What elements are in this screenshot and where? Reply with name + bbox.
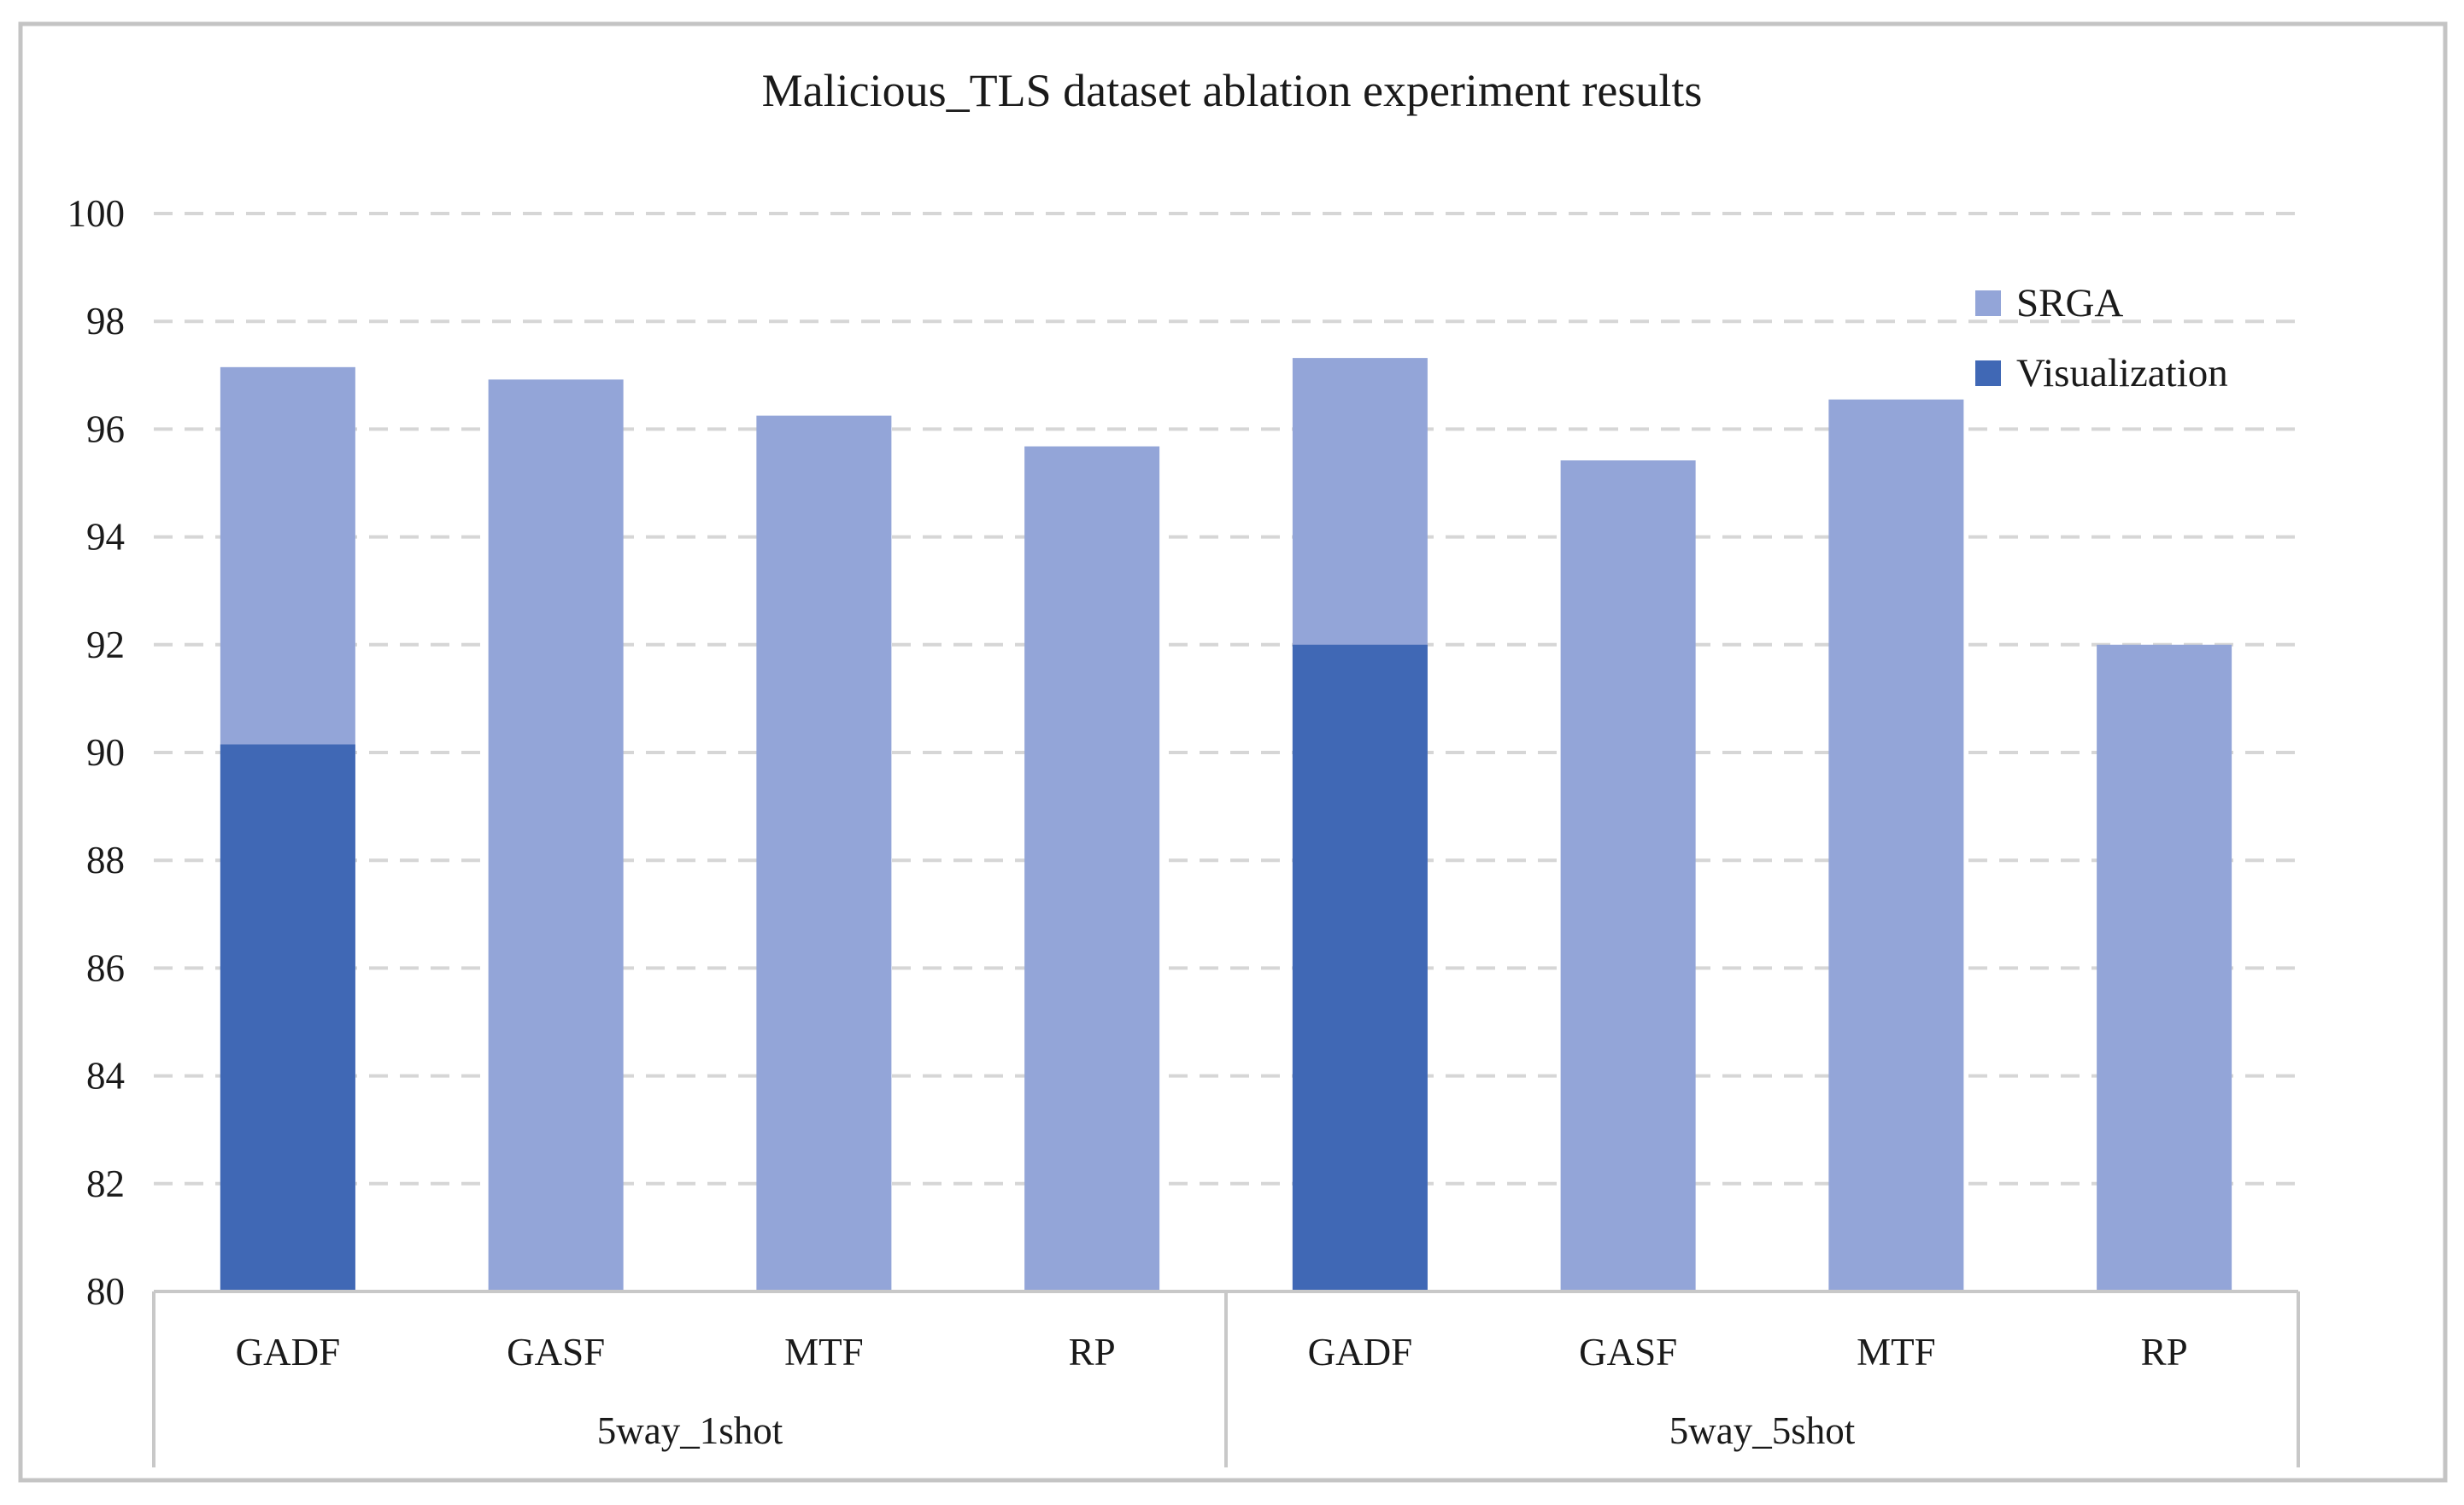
y-tick-label: 92 (86, 624, 125, 666)
y-tick-label: 82 (86, 1162, 125, 1205)
x-category-label: GADF (1308, 1331, 1413, 1373)
y-tick-label: 88 (86, 839, 125, 881)
x-category-label: RP (1069, 1331, 1116, 1373)
x-group-label: 5way_5shot (1669, 1409, 1856, 1452)
y-tick-label: 100 (67, 192, 126, 235)
y-tick-label: 90 (86, 731, 125, 774)
x-category-label: RP (2141, 1331, 2188, 1373)
legend-label: Visualization (2016, 351, 2228, 395)
x-category-label: MTF (784, 1331, 864, 1373)
bar-srga (756, 415, 892, 1291)
bar-srga (1828, 399, 1964, 1291)
x-category-label: GADF (236, 1331, 341, 1373)
y-tick-label: 98 (86, 300, 125, 343)
y-tick-label: 86 (86, 946, 125, 989)
y-tick-label: 96 (86, 407, 125, 450)
x-group-label: 5way_1shot (597, 1409, 783, 1452)
bar-srga (2097, 644, 2232, 1291)
bar-visualization (1292, 644, 1428, 1291)
y-tick-label: 94 (86, 516, 125, 559)
x-category-label: MTF (1857, 1331, 1936, 1373)
legend-swatch (1975, 290, 2001, 316)
x-category-label: GASF (1579, 1331, 1677, 1373)
legend-swatch (1975, 360, 2001, 386)
bar-srga (1560, 460, 1696, 1291)
bar-srga (488, 379, 624, 1291)
x-category-label: GASF (507, 1331, 605, 1373)
legend-label: SRGA (2016, 281, 2123, 325)
bar-visualization (220, 744, 355, 1291)
bar-srga (1024, 446, 1160, 1291)
y-tick-label: 84 (86, 1055, 125, 1098)
y-tick-label: 80 (86, 1270, 125, 1313)
chart-title: Malicious_TLS dataset ablation experimen… (762, 65, 1703, 116)
